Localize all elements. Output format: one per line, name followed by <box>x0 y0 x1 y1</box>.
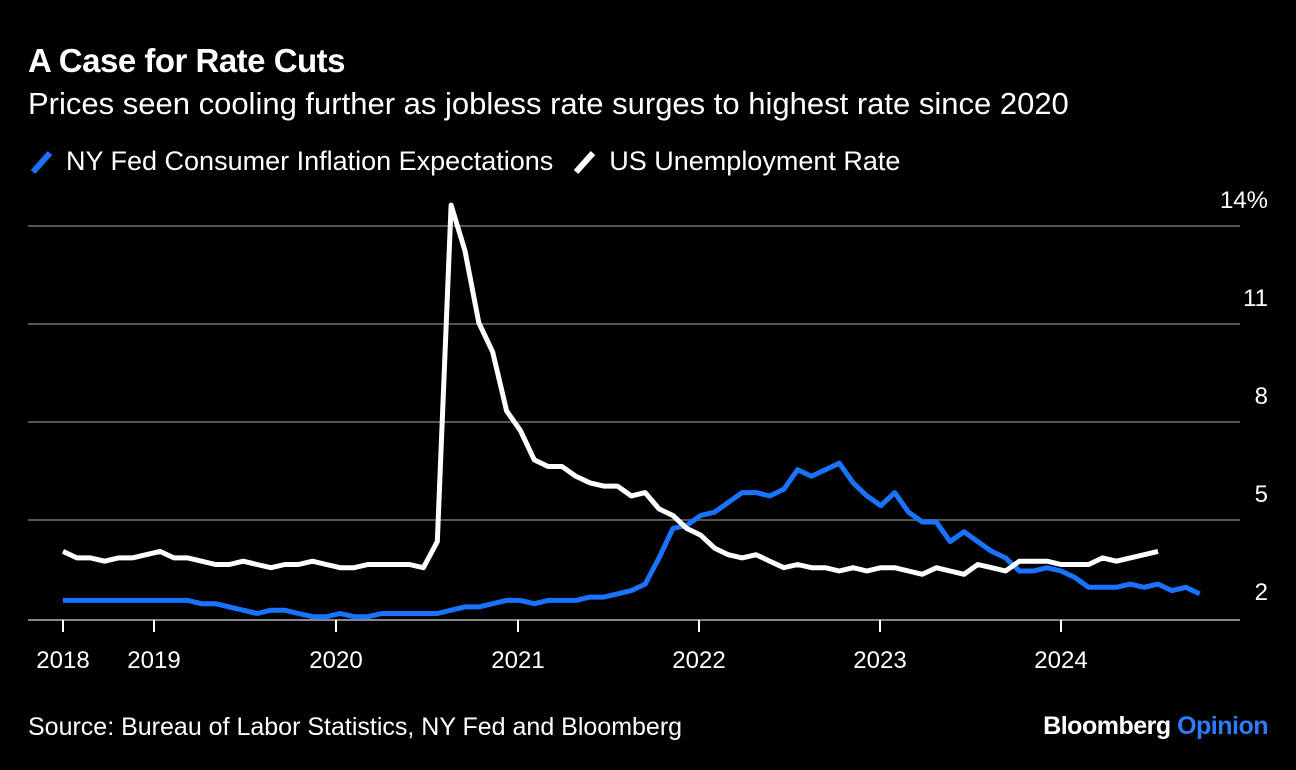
y-tick-label: 5 <box>1255 481 1268 508</box>
legend-item-unemployment: US Unemployment Rate <box>571 146 900 177</box>
series-line-inflation <box>63 460 1201 620</box>
x-tick-label: 2019 <box>127 647 180 674</box>
chart-subtitle: Prices seen cooling further as jobless r… <box>28 86 1069 121</box>
axis-labels: 14% 11 8 5 2 2018 2019 2020 2021 2022 2023 2024 <box>36 187 1268 674</box>
grid-lines <box>28 225 1240 621</box>
x-tick-label: 2020 <box>309 647 362 674</box>
series-line-unemployment <box>61 202 1159 577</box>
series-lines <box>61 202 1201 620</box>
chart-title: A Case for Rate Cuts <box>28 42 346 79</box>
x-tick-label: 2021 <box>491 647 544 674</box>
x-tick-label: 2018 <box>36 647 89 674</box>
legend-swatch-inflation <box>30 150 53 174</box>
y-tick-label: 2 <box>1255 579 1268 606</box>
x-tick-label: 2023 <box>853 647 906 674</box>
source-note: Source: Bureau of Labor Statistics, NY F… <box>28 713 683 741</box>
legend-label-unemployment: US Unemployment Rate <box>609 146 901 176</box>
brand-suffix: Opinion <box>1177 712 1268 740</box>
x-tick-label: 2024 <box>1034 647 1087 674</box>
legend-label-inflation: NY Fed Consumer Inflation Expectations <box>66 146 554 176</box>
legend: NY Fed Consumer Inflation Expectations U… <box>28 146 918 177</box>
y-tick-label: 14% <box>1220 187 1268 214</box>
y-tick-label: 11 <box>1243 285 1268 312</box>
legend-item-inflation: NY Fed Consumer Inflation Expectations <box>28 146 553 177</box>
y-tick-label: 8 <box>1255 383 1268 410</box>
legend-swatch-unemployment <box>574 150 596 174</box>
x-tick-label: 2022 <box>672 647 725 674</box>
brand-name: Bloomberg <box>1043 712 1171 740</box>
brand-logo: Bloomberg Opinion <box>1043 712 1268 741</box>
